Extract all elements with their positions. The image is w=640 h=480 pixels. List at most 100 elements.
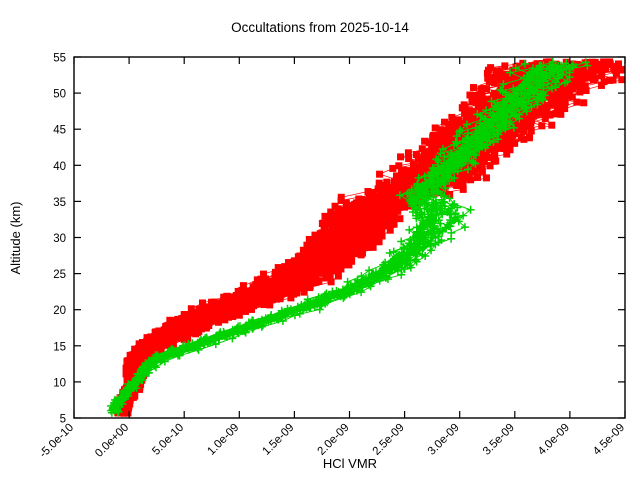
data-point-marker (345, 236, 353, 244)
data-point-marker (462, 174, 470, 182)
data-point-marker (440, 132, 448, 140)
data-point-marker (484, 118, 493, 127)
data-point-marker (429, 224, 438, 233)
data-point-marker (507, 73, 515, 81)
data-point-marker (533, 100, 542, 109)
data-point-marker (145, 357, 154, 366)
data-point-marker (429, 131, 437, 139)
data-point-marker (303, 278, 311, 286)
data-point-marker (563, 77, 572, 86)
data-point-marker (157, 346, 165, 354)
data-point-marker (344, 219, 352, 227)
data-point-marker (396, 200, 404, 208)
data-point-marker (390, 220, 398, 228)
data-point-marker (271, 271, 279, 279)
data-point-marker (482, 106, 491, 115)
data-point-marker (375, 238, 383, 246)
data-point-marker (414, 155, 422, 163)
data-point-marker (505, 139, 513, 147)
data-point-marker (388, 192, 396, 200)
data-point-marker (490, 93, 498, 101)
data-point-marker (472, 114, 480, 122)
data-point-marker (344, 223, 352, 231)
data-point-marker (352, 237, 360, 245)
data-point-marker (184, 339, 193, 348)
data-point-marker (416, 204, 425, 213)
data-point-marker (377, 227, 385, 235)
data-point-marker (546, 61, 555, 70)
data-point-marker (573, 98, 581, 106)
data-point-marker (487, 97, 496, 106)
data-point-marker (153, 340, 161, 348)
data-point-marker (377, 207, 385, 215)
data-point-marker (553, 96, 561, 104)
data-point-marker (541, 115, 549, 123)
data-point-marker (391, 177, 399, 185)
data-point-marker (471, 168, 479, 176)
data-point-marker (533, 66, 542, 75)
data-point-marker (450, 200, 459, 209)
data-point-marker (187, 323, 195, 331)
data-point-marker (397, 153, 405, 161)
data-point-marker (346, 248, 354, 256)
data-point-marker (290, 265, 298, 273)
data-point-marker (340, 206, 348, 214)
data-point-marker (485, 143, 493, 151)
data-point-marker (302, 254, 310, 262)
data-point-marker (184, 316, 192, 324)
data-point-marker (485, 96, 493, 104)
data-point-marker (307, 258, 315, 266)
data-point-marker (406, 256, 415, 265)
data-point-marker (435, 184, 443, 192)
data-point-marker (176, 319, 184, 327)
data-point-marker (327, 213, 335, 221)
data-point-marker (501, 92, 509, 100)
data-point-marker (582, 87, 590, 95)
data-point-marker (193, 322, 201, 330)
data-point-marker (287, 294, 295, 302)
data-point-marker (619, 66, 625, 74)
data-point-marker (299, 246, 307, 254)
data-point-marker (386, 226, 394, 234)
data-point-marker (454, 217, 463, 226)
data-point-marker (198, 299, 206, 307)
data-point-marker (180, 311, 188, 319)
data-point-marker (405, 155, 413, 163)
data-point-marker (478, 167, 486, 175)
data-point-marker (381, 218, 389, 226)
data-point-marker (361, 216, 369, 224)
data-point-marker (201, 334, 210, 343)
data-point-marker (300, 288, 308, 296)
data-point-marker (597, 81, 605, 89)
data-point-marker (129, 382, 138, 391)
data-point-marker (235, 311, 243, 319)
data-point-marker (466, 205, 475, 214)
data-point-marker (184, 334, 192, 342)
data-point-marker (196, 312, 204, 320)
data-point-marker (299, 264, 307, 272)
data-point-marker (449, 216, 458, 225)
data-point-marker (234, 287, 242, 295)
data-point-marker (438, 145, 447, 154)
data-point-marker (557, 110, 565, 118)
data-point-marker (466, 91, 474, 99)
data-point-marker (412, 223, 421, 232)
data-point-marker (354, 215, 362, 223)
data-point-marker (426, 239, 435, 248)
data-point-marker (357, 230, 365, 238)
data-point-marker (370, 226, 378, 234)
data-point-marker (221, 316, 229, 324)
data-point-marker (358, 224, 366, 232)
data-point-marker (376, 170, 384, 178)
data-point-marker (188, 310, 196, 318)
data-point-marker (471, 129, 480, 138)
data-point-marker (324, 218, 332, 226)
data-point-marker (553, 110, 561, 118)
data-point-marker (125, 368, 133, 376)
data-point-marker (461, 103, 469, 111)
data-point-marker (390, 209, 398, 217)
data-point-marker (566, 80, 574, 88)
data-point-marker (255, 294, 263, 302)
data-point-marker (311, 247, 319, 255)
data-point-marker (543, 105, 551, 113)
